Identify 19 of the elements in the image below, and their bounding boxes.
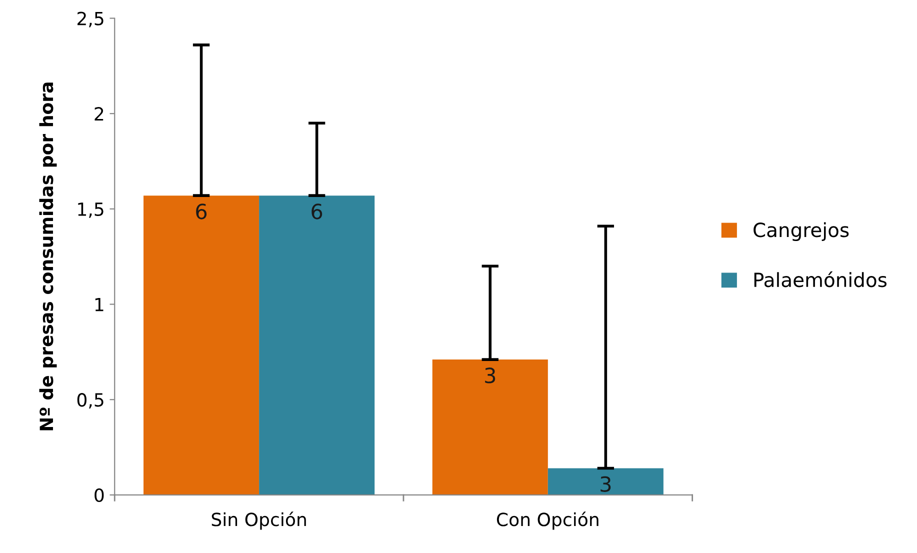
x-tick-label: Con Opción <box>496 512 598 530</box>
y-tick-label: 1 <box>95 298 104 312</box>
annotation: 6 <box>196 204 207 220</box>
annotation: 3 <box>600 476 611 492</box>
bar <box>259 196 375 495</box>
y-tick-label: 2,5 <box>78 12 104 28</box>
y-tick-label: 2 <box>94 107 104 120</box>
annotation: 6 <box>312 204 322 220</box>
y-tick-label: 0,5 <box>77 393 104 409</box>
bar <box>432 360 548 495</box>
bar <box>144 196 260 495</box>
legend-label: Palaemónidos <box>754 271 887 288</box>
y-tick-label: 0 <box>94 488 104 502</box>
legend-label: Cangrejos <box>754 222 849 242</box>
x-tick-label: Sin Opción <box>212 512 306 530</box>
y-axis-title: Nº de presas consumidas por hora <box>39 82 57 430</box>
bar <box>548 468 664 495</box>
annotation: 3 <box>485 368 496 384</box>
y-tick-label: 1,5 <box>78 202 104 218</box>
